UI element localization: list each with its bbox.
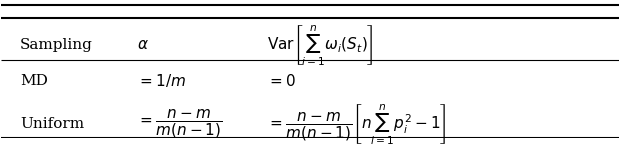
- Text: $=1/m$: $=1/m$: [137, 72, 187, 89]
- Text: $\alpha$: $\alpha$: [137, 38, 149, 52]
- Text: $=\dfrac{n-m}{m(n-1)}\left[n\sum_{i=1}^{n}p_i^2-1\right]$: $=\dfrac{n-m}{m(n-1)}\left[n\sum_{i=1}^{…: [267, 102, 446, 147]
- Text: Sampling: Sampling: [20, 38, 93, 52]
- Text: MD: MD: [20, 74, 48, 88]
- Text: Uniform: Uniform: [20, 117, 84, 132]
- Text: $=0$: $=0$: [267, 73, 296, 89]
- Text: $=\dfrac{n-m}{m(n-1)}$: $=\dfrac{n-m}{m(n-1)}$: [137, 109, 223, 140]
- Text: $\mathrm{Var}\left[\sum_{i=1}^{n}\omega_i(S_t)\right]$: $\mathrm{Var}\left[\sum_{i=1}^{n}\omega_…: [267, 23, 373, 67]
